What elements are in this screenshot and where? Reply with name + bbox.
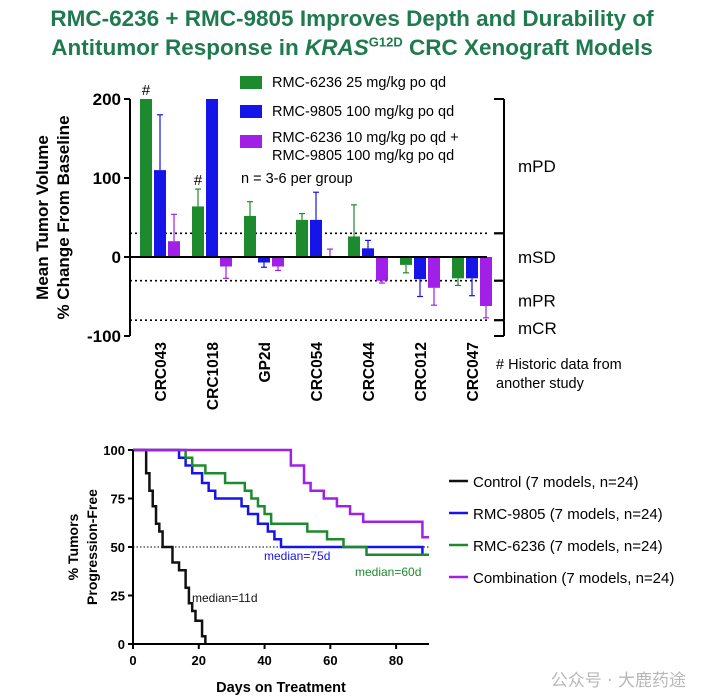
bar-CRC1018-s1 [206, 99, 218, 257]
km-y-tick-label-0: 0 [118, 637, 125, 652]
bar-CRC012-s0 [400, 257, 412, 265]
legend-label-s0: RMC-6236 25 mg/kg po qd [272, 75, 446, 91]
category-label-GP2d: GP2d [257, 342, 274, 382]
km-x-label: Days on Treatment [216, 680, 346, 696]
bar-CRC044-s2 [376, 257, 388, 281]
km-x-tick-label-40: 40 [257, 653, 271, 668]
km-legend-label-s2: RMC-6236 (7 models, n=24) [473, 538, 663, 555]
legend-label-s1: RMC-9805 100 mg/kg po qd [272, 104, 454, 120]
category-label-CRC012: CRC012 [413, 342, 430, 401]
footnote-line-2: another study [496, 376, 585, 392]
title-line-1: RMC-6236 + RMC-9805 Improves Depth and D… [50, 6, 654, 31]
category-label-CRC047: CRC047 [465, 342, 482, 401]
title-line-2: Antitumor Response in KRASG12D CRC Xenog… [51, 34, 653, 60]
bar-y-label-line-2: % Change From Baseline [54, 115, 73, 319]
km-legend-label-s0: Control (7 models, n=24) [473, 474, 639, 491]
bar-CRC044-s0 [348, 236, 360, 257]
km-curve-s2 [133, 448, 429, 557]
bar-CRC047-s0 [452, 257, 464, 279]
bar-CRC047-s1 [466, 257, 478, 279]
bar-CRC012-s2 [428, 257, 440, 288]
bar-CRC043-s0 [140, 99, 152, 257]
bar-CRC043-s1 [154, 170, 166, 257]
km-y-tick-label-75: 75 [111, 492, 125, 507]
km-median-label-s0: median=11d [192, 591, 258, 605]
bar-CRC012-s1 [414, 257, 426, 280]
legend-swatch-s0 [240, 76, 262, 89]
bar-CRC1018-s0 [192, 206, 204, 257]
category-label-CRC1018: CRC1018 [205, 342, 222, 410]
footnote-line-1: # Historic data from [496, 357, 622, 373]
km-x-tick-label-0: 0 [129, 653, 136, 668]
bar-y-tick-label-0: 0 [112, 248, 121, 267]
km-x-tick-label-80: 80 [389, 653, 403, 668]
band-label-mCR: mCR [518, 319, 557, 338]
bar-CRC054-s0 [296, 219, 308, 257]
km-y-label-line-2: Progression-Free [84, 489, 100, 605]
category-label-CRC054: CRC054 [309, 342, 326, 402]
legend-swatch-s1 [240, 105, 262, 118]
bar-y-label-line-1: Mean Tumor Volume [33, 135, 52, 300]
legend-swatch-s2 [240, 135, 262, 148]
watermark: 公众号 · 大鹿药途 [550, 671, 686, 691]
bar-y-tick-label-200: 200 [93, 90, 121, 109]
bar-CRC1018-s2 [220, 257, 232, 267]
km-curve-s0 [133, 448, 207, 644]
chart-title: RMC-6236 + RMC-9805 Improves Depth and D… [0, 4, 704, 62]
legend-label-s2-line-1: RMC-6236 10 mg/kg po qd + [272, 130, 459, 146]
band-label-mPD: mPD [518, 157, 556, 176]
bar-CRC047-s2 [480, 257, 492, 306]
km-x-tick-label-20: 20 [192, 653, 206, 668]
legend-note: n = 3-6 per group [241, 171, 353, 187]
km-curve-s3 [133, 448, 429, 539]
bar-y-tick-label-100: 100 [93, 169, 121, 188]
bar-CRC044-s1 [362, 248, 374, 257]
km-y-tick-label-50: 50 [111, 540, 125, 555]
bar-CRC043-s2 [168, 241, 180, 257]
km-x-tick-label-60: 60 [323, 653, 337, 668]
historic-mark-0: # [142, 82, 151, 99]
bar-CRC054-s1 [310, 219, 322, 257]
km-y-tick-label-100: 100 [103, 443, 125, 458]
km-legend-label-s1: RMC-9805 (7 models, n=24) [473, 506, 663, 523]
historic-mark-1: # [194, 172, 203, 189]
band-label-mSD: mSD [518, 248, 556, 267]
category-label-CRC044: CRC044 [361, 342, 378, 402]
category-label-CRC043: CRC043 [153, 342, 170, 402]
bar-GP2d-s2 [272, 257, 284, 267]
bar-GP2d-s1 [258, 257, 270, 263]
bar-y-tick-label--100: -100 [87, 327, 121, 346]
km-y-label-line-1: % Tumors [65, 513, 81, 580]
km-legend-label-s3: Combination (7 models, n=24) [473, 570, 674, 587]
km-curve-s1 [133, 448, 429, 557]
km-y-tick-label-25: 25 [111, 589, 125, 604]
km-median-label-s1: median=75d [264, 549, 330, 563]
legend-label-s2-line-2: RMC-9805 100 mg/kg po qd [272, 148, 454, 164]
km-median-label-s2: median=60d [355, 565, 421, 579]
bar-GP2d-s0 [244, 215, 256, 257]
band-label-mPR: mPR [518, 291, 556, 310]
